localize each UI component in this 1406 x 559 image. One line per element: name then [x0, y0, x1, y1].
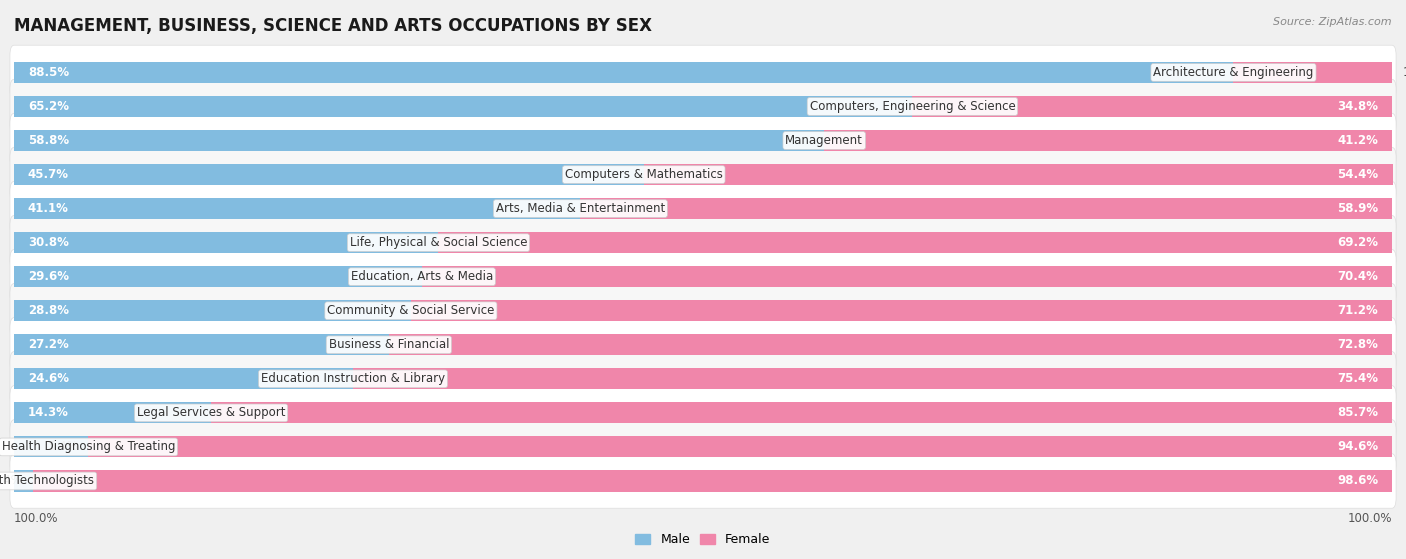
Bar	[14, 96, 912, 117]
Bar	[353, 368, 1392, 390]
Bar	[14, 368, 353, 390]
Bar	[912, 96, 1392, 117]
Text: 88.5%: 88.5%	[28, 66, 69, 79]
Text: 71.2%: 71.2%	[1337, 304, 1378, 318]
Bar	[14, 232, 439, 253]
FancyBboxPatch shape	[10, 352, 1396, 406]
Text: 98.6%: 98.6%	[1337, 475, 1378, 487]
Text: Computers & Mathematics: Computers & Mathematics	[565, 168, 723, 181]
FancyBboxPatch shape	[10, 454, 1396, 508]
Text: Health Diagnosing & Treating: Health Diagnosing & Treating	[1, 440, 176, 453]
Text: Education, Arts & Media: Education, Arts & Media	[350, 270, 494, 283]
FancyBboxPatch shape	[10, 283, 1396, 338]
Bar	[14, 266, 422, 287]
Text: 58.8%: 58.8%	[28, 134, 69, 147]
Text: Architecture & Engineering: Architecture & Engineering	[1153, 66, 1313, 79]
Text: 100.0%: 100.0%	[14, 511, 59, 524]
Text: 58.9%: 58.9%	[1337, 202, 1378, 215]
Text: 54.4%: 54.4%	[1337, 168, 1378, 181]
Text: 94.6%: 94.6%	[1337, 440, 1378, 453]
Bar	[389, 334, 1392, 356]
Text: 75.4%: 75.4%	[1337, 372, 1378, 385]
Text: 34.8%: 34.8%	[1337, 100, 1378, 113]
Bar	[14, 437, 89, 457]
Text: Life, Physical & Social Science: Life, Physical & Social Science	[350, 236, 527, 249]
Text: 24.6%: 24.6%	[28, 372, 69, 385]
Text: 5.4%: 5.4%	[48, 440, 77, 453]
Text: Legal Services & Support: Legal Services & Support	[136, 406, 285, 419]
Text: 69.2%: 69.2%	[1337, 236, 1378, 249]
Text: 14.3%: 14.3%	[28, 406, 69, 419]
Bar	[14, 164, 644, 185]
Text: 65.2%: 65.2%	[28, 100, 69, 113]
FancyBboxPatch shape	[10, 215, 1396, 270]
FancyBboxPatch shape	[10, 420, 1396, 474]
Bar	[14, 334, 389, 356]
Bar	[644, 164, 1393, 185]
Bar	[14, 198, 581, 219]
Text: MANAGEMENT, BUSINESS, SCIENCE AND ARTS OCCUPATIONS BY SEX: MANAGEMENT, BUSINESS, SCIENCE AND ARTS O…	[14, 17, 652, 35]
Text: 85.7%: 85.7%	[1337, 406, 1378, 419]
Bar	[411, 300, 1392, 321]
Text: 1.4%: 1.4%	[0, 475, 22, 487]
Bar	[439, 232, 1392, 253]
Text: 45.7%: 45.7%	[28, 168, 69, 181]
Text: 72.8%: 72.8%	[1337, 338, 1378, 351]
Bar	[14, 130, 824, 151]
Bar	[211, 402, 1392, 423]
Text: Business & Financial: Business & Financial	[329, 338, 449, 351]
Text: 100.0%: 100.0%	[1347, 511, 1392, 524]
Bar	[34, 471, 1392, 491]
Bar	[14, 402, 211, 423]
Bar	[14, 300, 411, 321]
Bar	[89, 437, 1392, 457]
Text: Health Technologists: Health Technologists	[0, 475, 94, 487]
Bar	[824, 130, 1392, 151]
Bar	[1233, 62, 1392, 83]
Text: Management: Management	[786, 134, 863, 147]
Text: 11.5%: 11.5%	[1403, 66, 1406, 79]
FancyBboxPatch shape	[10, 113, 1396, 168]
Text: 28.8%: 28.8%	[28, 304, 69, 318]
Bar	[14, 471, 34, 491]
Bar	[581, 198, 1392, 219]
Text: Arts, Media & Entertainment: Arts, Media & Entertainment	[496, 202, 665, 215]
Text: Education Instruction & Library: Education Instruction & Library	[262, 372, 446, 385]
Text: 30.8%: 30.8%	[28, 236, 69, 249]
FancyBboxPatch shape	[10, 318, 1396, 372]
Bar	[422, 266, 1392, 287]
Legend: Male, Female: Male, Female	[630, 528, 776, 551]
Bar	[14, 62, 1233, 83]
Text: Computers, Engineering & Science: Computers, Engineering & Science	[810, 100, 1015, 113]
Text: 41.2%: 41.2%	[1337, 134, 1378, 147]
Text: 70.4%: 70.4%	[1337, 270, 1378, 283]
Text: Source: ZipAtlas.com: Source: ZipAtlas.com	[1274, 17, 1392, 27]
FancyBboxPatch shape	[10, 249, 1396, 304]
Text: 29.6%: 29.6%	[28, 270, 69, 283]
Text: 27.2%: 27.2%	[28, 338, 69, 351]
FancyBboxPatch shape	[10, 45, 1396, 100]
Text: Community & Social Service: Community & Social Service	[328, 304, 495, 318]
Text: 41.1%: 41.1%	[28, 202, 69, 215]
FancyBboxPatch shape	[10, 148, 1396, 202]
FancyBboxPatch shape	[10, 181, 1396, 236]
FancyBboxPatch shape	[10, 79, 1396, 134]
FancyBboxPatch shape	[10, 386, 1396, 440]
